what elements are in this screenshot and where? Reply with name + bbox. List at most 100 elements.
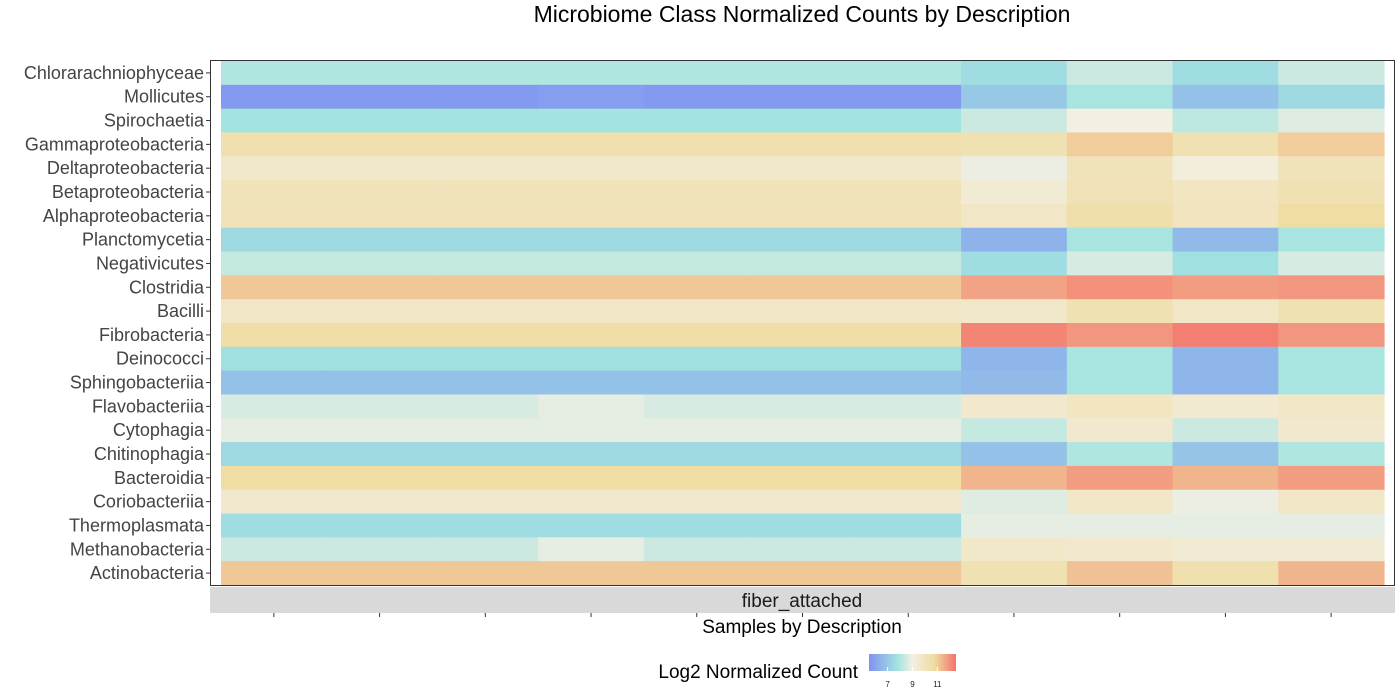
- row-label: Coriobacteriia: [93, 492, 205, 512]
- heatmap-cell: [326, 251, 434, 276]
- heatmap-cell: [326, 537, 434, 562]
- heatmap-cell: [1172, 370, 1279, 396]
- heatmap-cell: [855, 84, 962, 110]
- legend-tick-label: 11: [933, 680, 942, 689]
- legend-tick-label: 7: [885, 680, 890, 689]
- heatmap-cell: [961, 323, 1068, 348]
- heatmap-cell: [1066, 561, 1174, 586]
- heatmap-cell: [855, 489, 962, 515]
- row-label: Negativicutes: [96, 253, 204, 273]
- heatmap-cell: [221, 394, 328, 419]
- heatmap-cell: [538, 323, 645, 348]
- heatmap-cell: [855, 418, 962, 443]
- heatmap-cell: [961, 394, 1068, 419]
- heatmap-cell: [643, 275, 751, 300]
- heatmap-cell: [221, 299, 328, 324]
- legend-title: Log2 Normalized Count: [658, 662, 858, 683]
- heatmap-cell: [1066, 156, 1174, 181]
- heatmap-cell: [961, 132, 1068, 157]
- heatmap-cell: [749, 84, 856, 110]
- heatmap-cell: [326, 323, 434, 348]
- heatmap-cell: [643, 132, 751, 157]
- heatmap-cell: [326, 465, 434, 491]
- heatmap-cell: [326, 346, 434, 372]
- heatmap-cell: [1066, 346, 1174, 372]
- heatmap-cell: [221, 132, 328, 157]
- legend-colorbar: [869, 654, 956, 671]
- heatmap-cell: [961, 61, 1068, 86]
- heatmap-cell: [643, 489, 751, 515]
- heatmap-cell: [538, 489, 645, 515]
- heatmap-cell: [855, 132, 962, 157]
- heatmap-cell: [326, 561, 434, 586]
- heatmap-cell: [1066, 370, 1174, 396]
- heatmap-cell: [432, 108, 539, 134]
- heatmap-cell: [961, 180, 1068, 205]
- heatmap-cell: [221, 561, 328, 586]
- heatmap-cell: [221, 537, 328, 562]
- heatmap-cell: [855, 323, 962, 348]
- heatmap-cell: [749, 108, 856, 134]
- heatmap-cell: [432, 227, 539, 253]
- heatmap-cell: [221, 418, 328, 443]
- heatmap-cell: [432, 418, 539, 443]
- heatmap-cell: [432, 394, 539, 419]
- heatmap-cell: [643, 465, 751, 491]
- row-label: Spirochaetia: [104, 111, 205, 131]
- plot-border: [210, 60, 1395, 586]
- heatmap-cell: [1278, 84, 1385, 110]
- row-label: Clostridia: [129, 277, 205, 297]
- heatmap-cell: [855, 227, 962, 253]
- heatmap-cell: [961, 346, 1068, 372]
- heatmap-cell: [1172, 561, 1279, 586]
- heatmap-cell: [538, 251, 645, 276]
- heatmap-cell: [1278, 156, 1385, 181]
- heatmap-cell: [643, 84, 751, 110]
- heatmap-cell: [961, 465, 1068, 491]
- heatmap-cell: [1172, 394, 1279, 419]
- heatmap-cell: [855, 61, 962, 86]
- heatmap-cell: [643, 346, 751, 372]
- heatmap-cell: [1066, 489, 1174, 515]
- heatmap-cell: [855, 537, 962, 562]
- legend-ticks: 7 9 11: [885, 667, 942, 689]
- heatmap-cell: [643, 513, 751, 538]
- facet-label: fiber_attached: [742, 591, 862, 612]
- heatmap-cell: [432, 299, 539, 324]
- heatmap-cell: [749, 346, 856, 372]
- heatmap-cell: [643, 370, 751, 396]
- heatmap-cell: [432, 203, 539, 229]
- heatmap-cell: [326, 394, 434, 419]
- heatmap-cell: [1172, 251, 1279, 276]
- heatmap-cell: [432, 513, 539, 538]
- heatmap-cell: [961, 251, 1068, 276]
- heatmap-cell: [643, 561, 751, 586]
- heatmap-cell: [749, 394, 856, 419]
- heatmap-cell: [749, 132, 856, 157]
- heatmap-cell: [221, 275, 328, 300]
- heatmap-cell: [1172, 156, 1279, 181]
- heatmap-cell: [326, 513, 434, 538]
- heatmap-cell: [538, 370, 645, 396]
- heatmap-cell: [749, 465, 856, 491]
- heatmap-cell: [855, 108, 962, 134]
- heatmap-cell: [1278, 442, 1385, 467]
- heatmap-cell: [643, 61, 751, 86]
- heatmap-cell: [1172, 61, 1279, 86]
- heatmap-cell: [538, 561, 645, 586]
- heatmap-cell: [221, 489, 328, 515]
- heatmap-cell: [326, 370, 434, 396]
- heatmap-cell: [749, 61, 856, 86]
- heatmap-cell: [1278, 251, 1385, 276]
- row-label: Mollicutes: [124, 87, 204, 107]
- heatmap-cell: [1172, 227, 1279, 253]
- heatmap-cell: [1278, 346, 1385, 372]
- heatmap-cell: [643, 108, 751, 134]
- heatmap-cell: [961, 418, 1068, 443]
- heatmap-cell: [221, 370, 328, 396]
- heatmap-cell: [221, 251, 328, 276]
- facet-strip: [210, 587, 1395, 613]
- heatmap-cell: [326, 132, 434, 157]
- heatmap-cell: [1066, 227, 1174, 253]
- heatmap-cell: [538, 537, 645, 562]
